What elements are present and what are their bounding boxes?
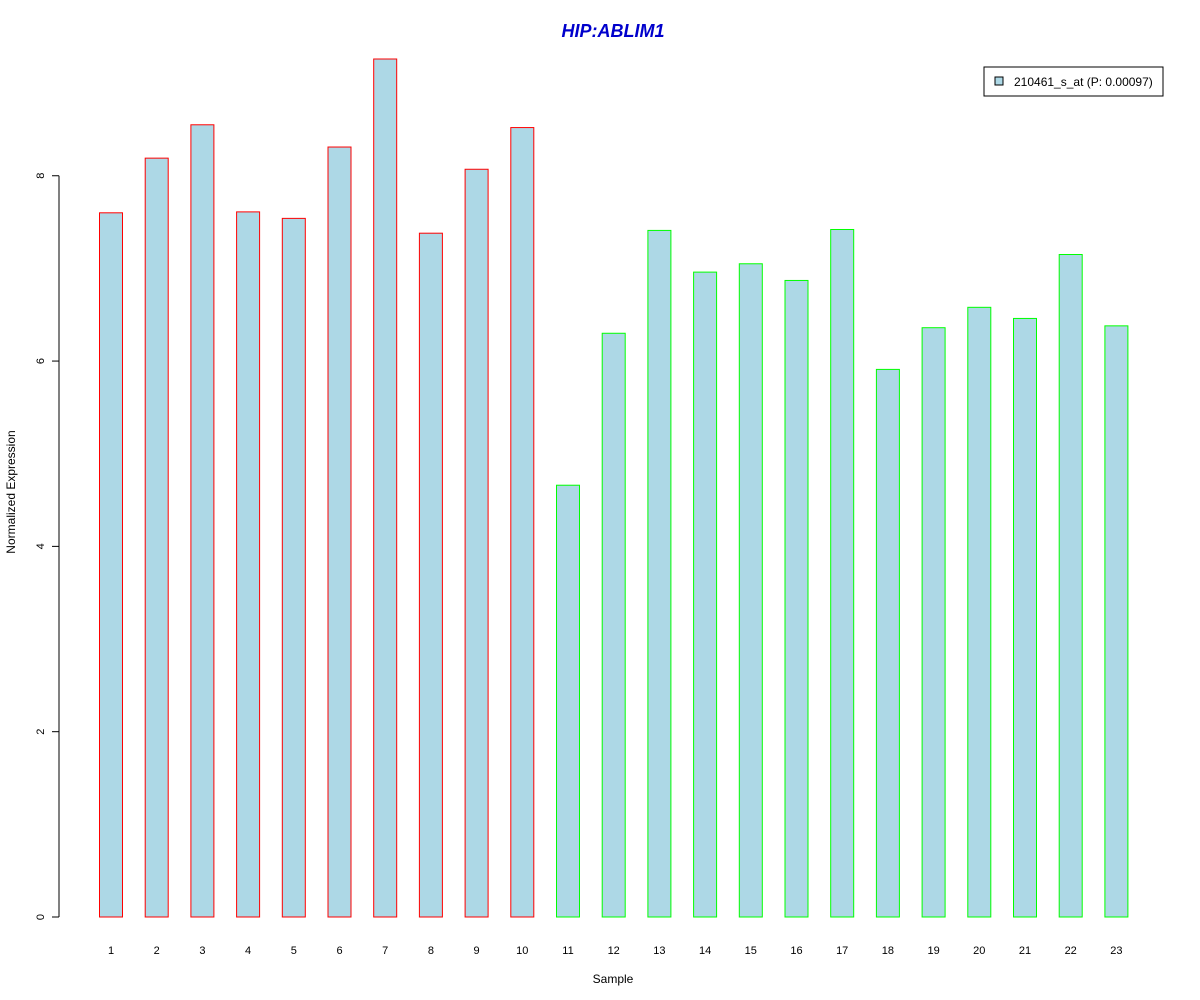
y-axis: 0 2 4 6 8 bbox=[35, 173, 60, 920]
x-axis-label: Sample bbox=[593, 972, 634, 986]
bar bbox=[921, 327, 946, 918]
y-tick-label: 4 bbox=[35, 543, 47, 549]
bar bbox=[1013, 317, 1037, 918]
x-tick-label: 1 bbox=[108, 945, 114, 957]
x-tick-label: 5 bbox=[291, 945, 297, 957]
bar bbox=[281, 217, 306, 918]
legend-swatch bbox=[994, 76, 1004, 86]
bar bbox=[418, 232, 443, 918]
x-tick-labels: 1 2 3 4 5 6 7 8 9 10 11 12 13 14 15 16 17 18 19 20 21 22 23 bbox=[108, 945, 1123, 957]
chart-title: HIP:ABLIM1 bbox=[562, 21, 665, 41]
x-tick-label: 21 bbox=[1019, 945, 1031, 957]
bar bbox=[327, 146, 352, 918]
x-tick-label: 22 bbox=[1065, 945, 1077, 957]
x-tick-label: 7 bbox=[382, 945, 388, 957]
bar bbox=[830, 228, 855, 918]
x-tick-label: 11 bbox=[562, 945, 573, 957]
y-tick-label: 0 bbox=[35, 914, 47, 920]
bar bbox=[464, 168, 489, 918]
bar bbox=[738, 263, 763, 918]
x-tick-label: 3 bbox=[199, 945, 205, 957]
x-tick-label: 14 bbox=[699, 945, 711, 957]
bar bbox=[1058, 254, 1083, 918]
x-tick-label: 4 bbox=[245, 945, 251, 957]
x-tick-label: 2 bbox=[154, 945, 160, 957]
bar bbox=[693, 271, 718, 918]
x-tick-label: 19 bbox=[927, 945, 939, 957]
bar bbox=[510, 127, 535, 918]
x-tick-label: 17 bbox=[836, 945, 848, 957]
x-tick-label: 12 bbox=[608, 945, 620, 957]
x-tick-label: 20 bbox=[973, 945, 985, 957]
bar bbox=[601, 332, 626, 918]
bar bbox=[373, 58, 398, 918]
bar bbox=[875, 368, 900, 918]
x-tick-label: 18 bbox=[882, 945, 894, 957]
x-tick-label: 13 bbox=[653, 945, 665, 957]
y-tick-label: 6 bbox=[35, 358, 47, 364]
x-tick-label: 23 bbox=[1110, 945, 1122, 957]
bar bbox=[967, 306, 992, 918]
bar bbox=[647, 229, 672, 918]
y-tick-label: 2 bbox=[35, 729, 47, 735]
x-tick-label: 10 bbox=[516, 945, 528, 957]
legend: 210461_s_at (P: 0.00097) bbox=[983, 66, 1164, 97]
y-tick-label: 8 bbox=[35, 173, 47, 179]
bar bbox=[99, 212, 123, 918]
bar bbox=[556, 484, 580, 918]
legend-box bbox=[983, 66, 1164, 97]
y-axis-label: Normalized Expression bbox=[4, 430, 18, 553]
bar bbox=[1104, 325, 1129, 918]
x-tick-label: 16 bbox=[790, 945, 802, 957]
x-tick-label: 6 bbox=[336, 945, 342, 957]
legend-entry-label: 210461_s_at (P: 0.00097) bbox=[1014, 75, 1153, 89]
bar bbox=[190, 124, 215, 918]
bar bbox=[236, 211, 261, 918]
bars bbox=[99, 58, 1129, 918]
x-tick-label: 9 bbox=[474, 945, 480, 957]
x-tick-label: 8 bbox=[428, 945, 434, 957]
bar bbox=[144, 157, 169, 918]
bar bbox=[784, 279, 809, 918]
x-tick-label: 15 bbox=[745, 945, 757, 957]
